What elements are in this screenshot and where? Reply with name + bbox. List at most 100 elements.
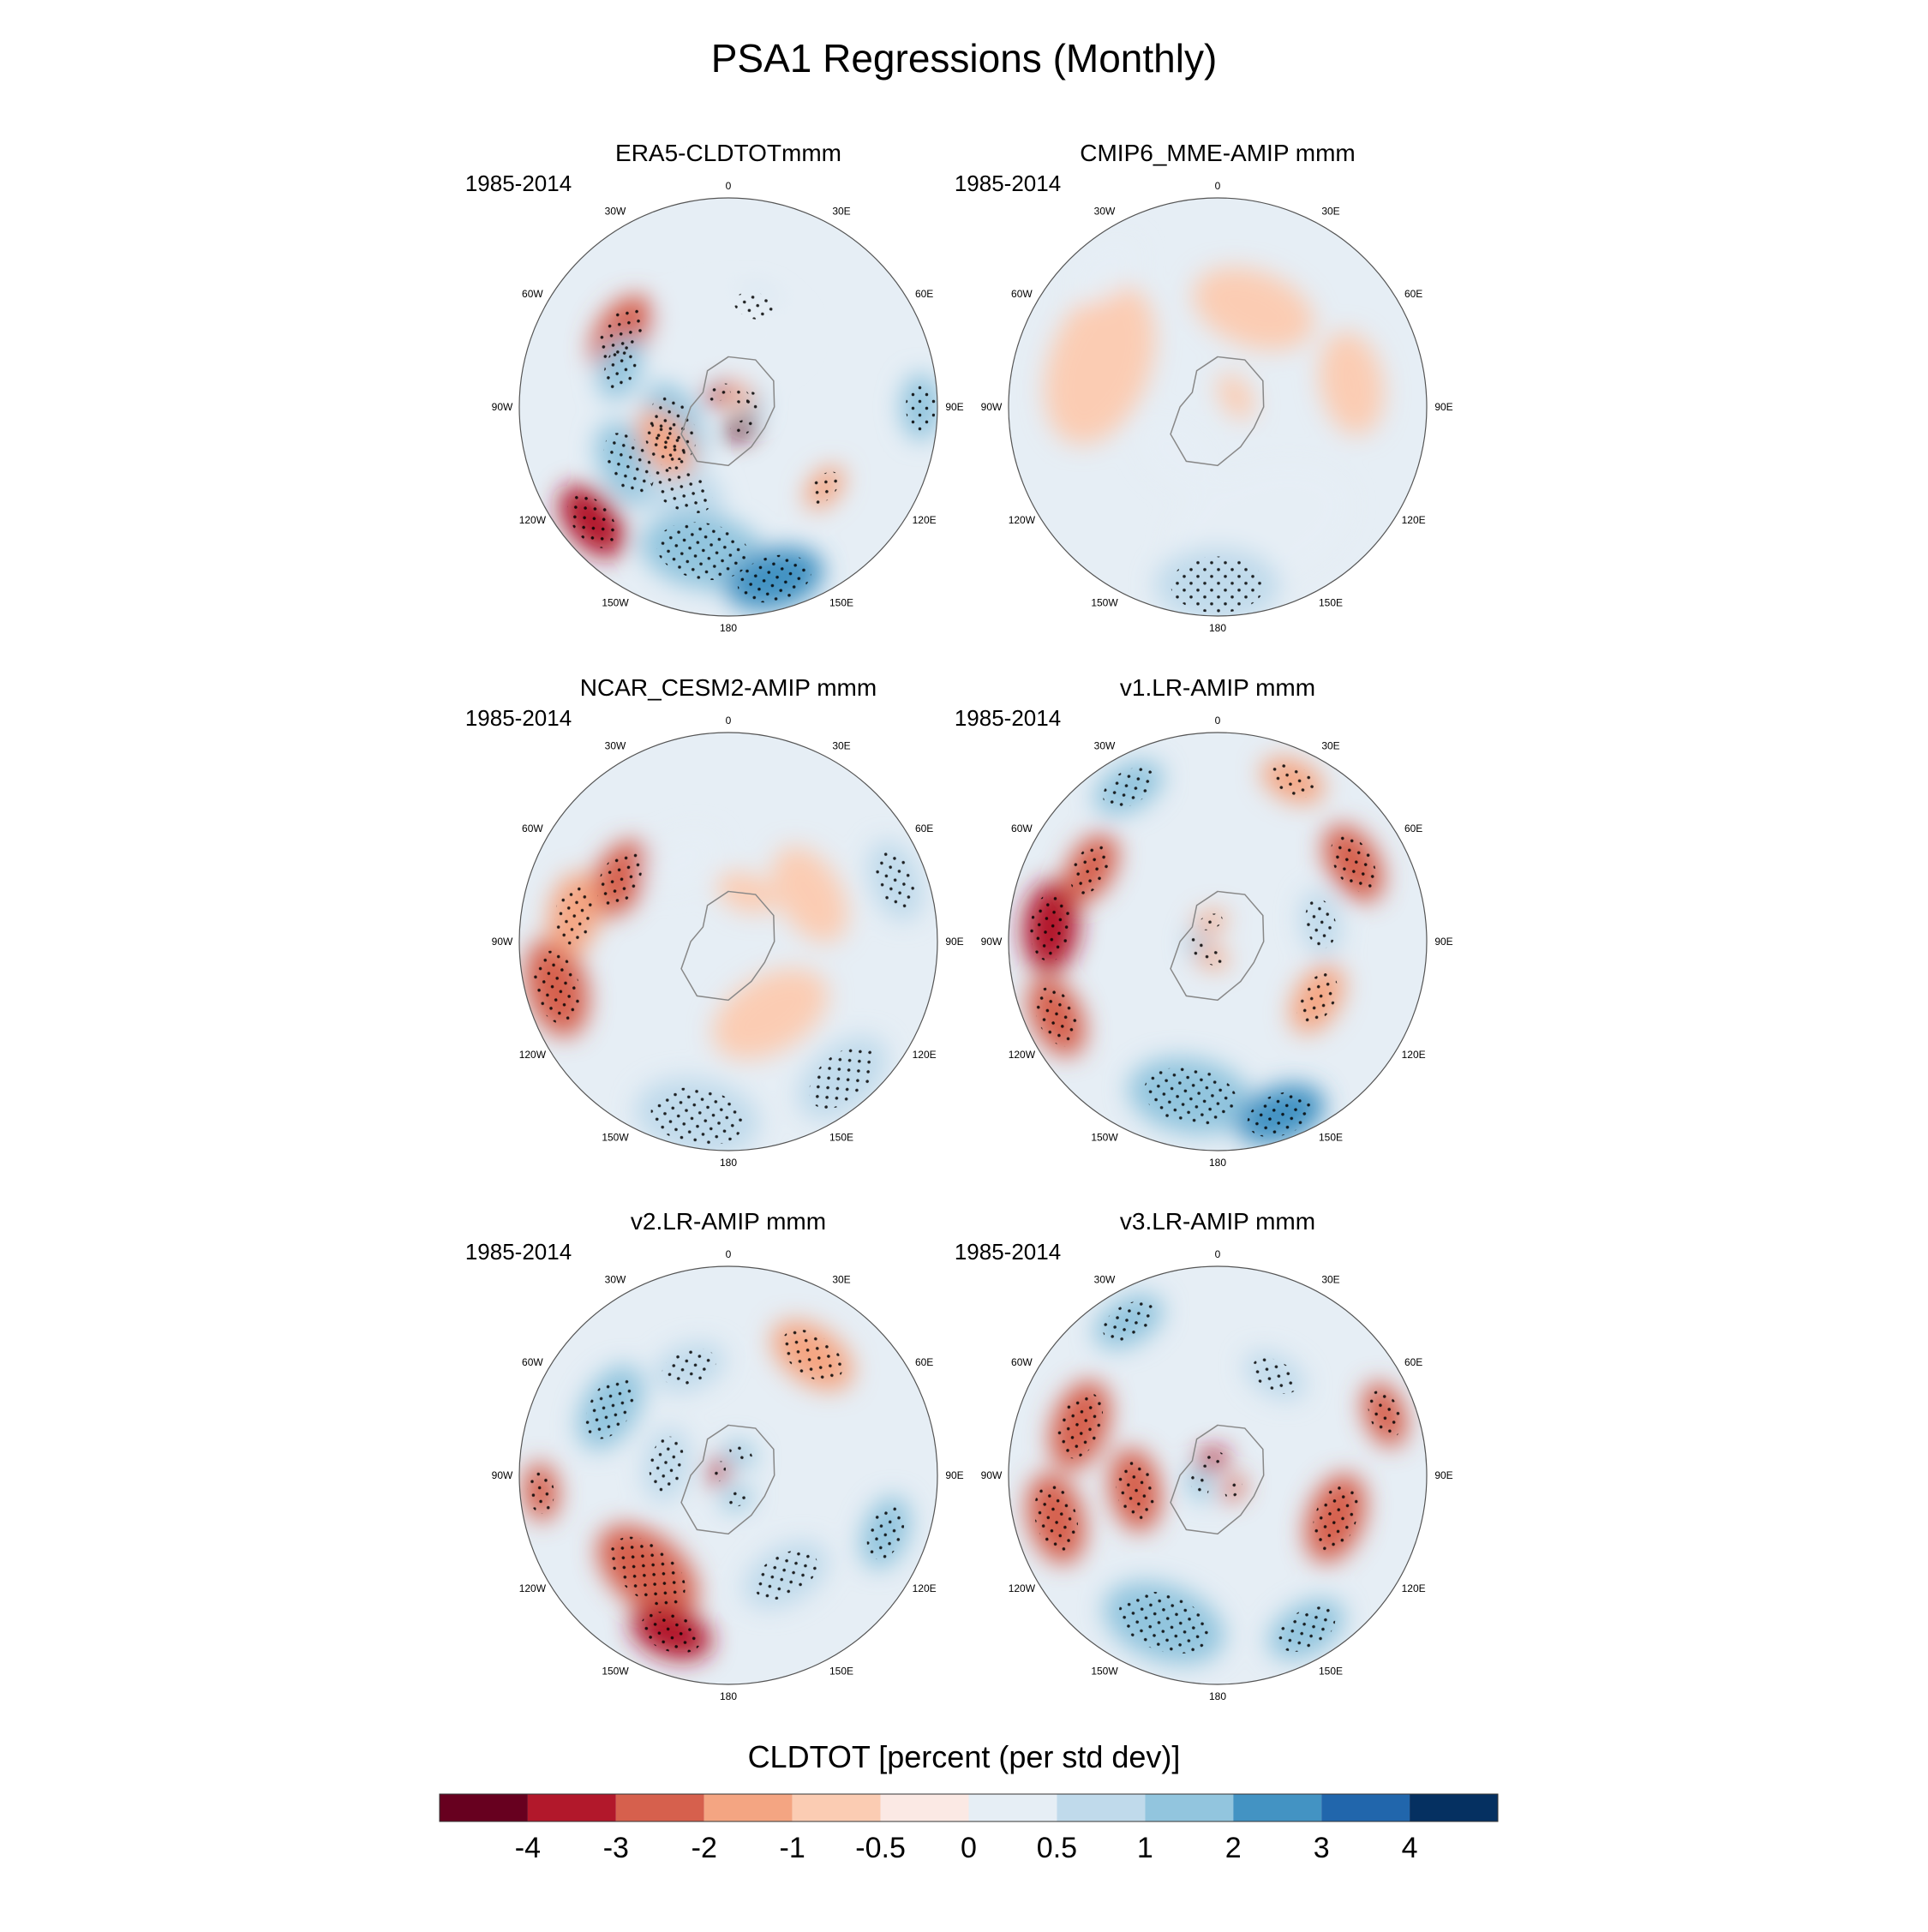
longitude-label: 120E <box>1402 1582 1426 1594</box>
colorbar-box <box>968 1794 1057 1821</box>
stippling <box>1190 1474 1209 1498</box>
stippling <box>1331 834 1376 893</box>
longitude-label: 60E <box>1404 822 1422 834</box>
panel-title: v2.LR-AMIP mmm <box>631 1208 826 1235</box>
stippling <box>1033 1485 1079 1552</box>
figure-title: PSA1 Regressions (Monthly) <box>711 36 1218 81</box>
stippling <box>711 1461 726 1483</box>
longitude-label: 150E <box>1319 1666 1343 1678</box>
stippling <box>905 381 937 433</box>
longitude-label: 120E <box>1402 514 1426 526</box>
colorbar-box <box>1057 1794 1146 1821</box>
colorbar-box <box>704 1794 793 1821</box>
panel-title: v1.LR-AMIP mmm <box>1120 674 1315 701</box>
longitude-label: 90E <box>1434 936 1452 948</box>
colorbar-box <box>440 1794 528 1821</box>
longitude-label: 30E <box>1321 1273 1339 1285</box>
longitude-label: 120W <box>1009 1582 1036 1594</box>
stippling <box>1313 1485 1359 1552</box>
longitude-label: 180 <box>1209 622 1226 634</box>
longitude-label: 0 <box>726 715 732 727</box>
panel-period: 1985-2014 <box>465 705 572 731</box>
longitude-label: 90E <box>945 936 963 948</box>
colorbar-box <box>615 1794 704 1821</box>
colorbar-tick-label: -4 <box>515 1832 541 1864</box>
map-border <box>518 732 938 1151</box>
stippling <box>1116 1458 1155 1522</box>
anomaly-region <box>1218 373 1254 420</box>
stippling <box>729 419 753 438</box>
longitude-label: 150E <box>1319 597 1343 609</box>
anomaly-region <box>1193 267 1314 350</box>
anomaly-region <box>1319 332 1384 435</box>
antarctica-coastline <box>1170 1424 1265 1535</box>
longitude-label: 30W <box>1094 1273 1116 1285</box>
panel-title: NCAR_CESM2-AMIP mmm <box>580 674 877 701</box>
longitude-label: 90E <box>1434 401 1452 413</box>
map-background <box>519 733 937 1151</box>
anomaly-region <box>1067 237 1140 304</box>
longitude-label: 180 <box>720 622 737 634</box>
longitude-label: 60E <box>915 822 933 834</box>
stippling <box>724 1490 750 1508</box>
panel-title: CMIP6_MME-AMIP mmm <box>1080 140 1356 166</box>
colorbar-box <box>1410 1794 1498 1821</box>
longitude-label: 150W <box>1091 1132 1118 1144</box>
stippling <box>729 385 751 406</box>
stippling <box>1200 948 1224 966</box>
colorbar-tick-label: 4 <box>1402 1832 1418 1864</box>
longitude-label: 0 <box>1215 180 1221 192</box>
panel-title: v3.LR-AMIP mmm <box>1120 1208 1315 1235</box>
stippling <box>603 343 638 392</box>
stippling <box>1368 1390 1402 1439</box>
colorbar-box <box>880 1794 969 1821</box>
map-border <box>518 1265 938 1685</box>
stippling <box>737 554 811 603</box>
longitude-label: 90W <box>981 936 1003 948</box>
colorbar-box <box>792 1794 881 1821</box>
stippling <box>603 433 654 496</box>
antarctica-coastline <box>1170 356 1265 467</box>
map-field <box>1009 733 1427 1151</box>
stippling <box>1190 934 1204 956</box>
colorbar-tick-label: 1 <box>1137 1832 1153 1864</box>
stippling <box>656 522 750 581</box>
longitude-label: 30W <box>1094 739 1116 751</box>
map-border <box>1008 1265 1428 1685</box>
longitude-label: 60W <box>522 1356 543 1368</box>
longitude-label: 90W <box>981 401 1003 413</box>
map-background <box>1009 733 1427 1151</box>
stippling <box>1057 1391 1104 1459</box>
longitude-label: 120E <box>913 1049 937 1061</box>
colorbar-tick-label: -3 <box>603 1832 629 1864</box>
panel-period: 1985-2014 <box>955 170 1061 196</box>
longitude-label: 120E <box>913 514 937 526</box>
panels: ERA5-CLDTOTmmm 1985-2014 0 30E 60E 90E 120E 150… <box>465 140 1453 1702</box>
stippling <box>754 1550 817 1600</box>
stippling <box>554 882 594 946</box>
longitude-label: 150E <box>1319 1132 1343 1144</box>
stippling <box>650 1087 745 1146</box>
colorbar-tick-label: 3 <box>1314 1832 1330 1864</box>
stippling <box>649 1436 685 1492</box>
stippling <box>1247 1092 1314 1138</box>
longitude-label: 30E <box>832 739 850 751</box>
stippling <box>598 304 646 361</box>
longitude-label: 120E <box>913 1582 937 1594</box>
significance-layer <box>567 291 937 603</box>
stippling <box>641 1612 702 1654</box>
map-panel: v2.LR-AMIP mmm 1985-2014 0 30E 60E 90E 120E 150… <box>465 1208 964 1702</box>
longitude-label: 180 <box>720 1157 737 1169</box>
map-field <box>1009 1266 1427 1684</box>
longitude-label: 90W <box>492 936 513 948</box>
colorbar-tick-label: -2 <box>692 1832 717 1864</box>
antarctica-coastline <box>680 890 775 1002</box>
stippling <box>781 1329 843 1382</box>
stippling <box>609 1536 686 1606</box>
anomaly-region <box>1137 418 1217 492</box>
longitude-label: 0 <box>1215 1248 1221 1260</box>
longitude-label: 60W <box>522 288 543 300</box>
longitude-label: 30E <box>1321 739 1339 751</box>
longitude-label: 120E <box>1402 1049 1426 1061</box>
longitude-label: 90E <box>945 401 963 413</box>
